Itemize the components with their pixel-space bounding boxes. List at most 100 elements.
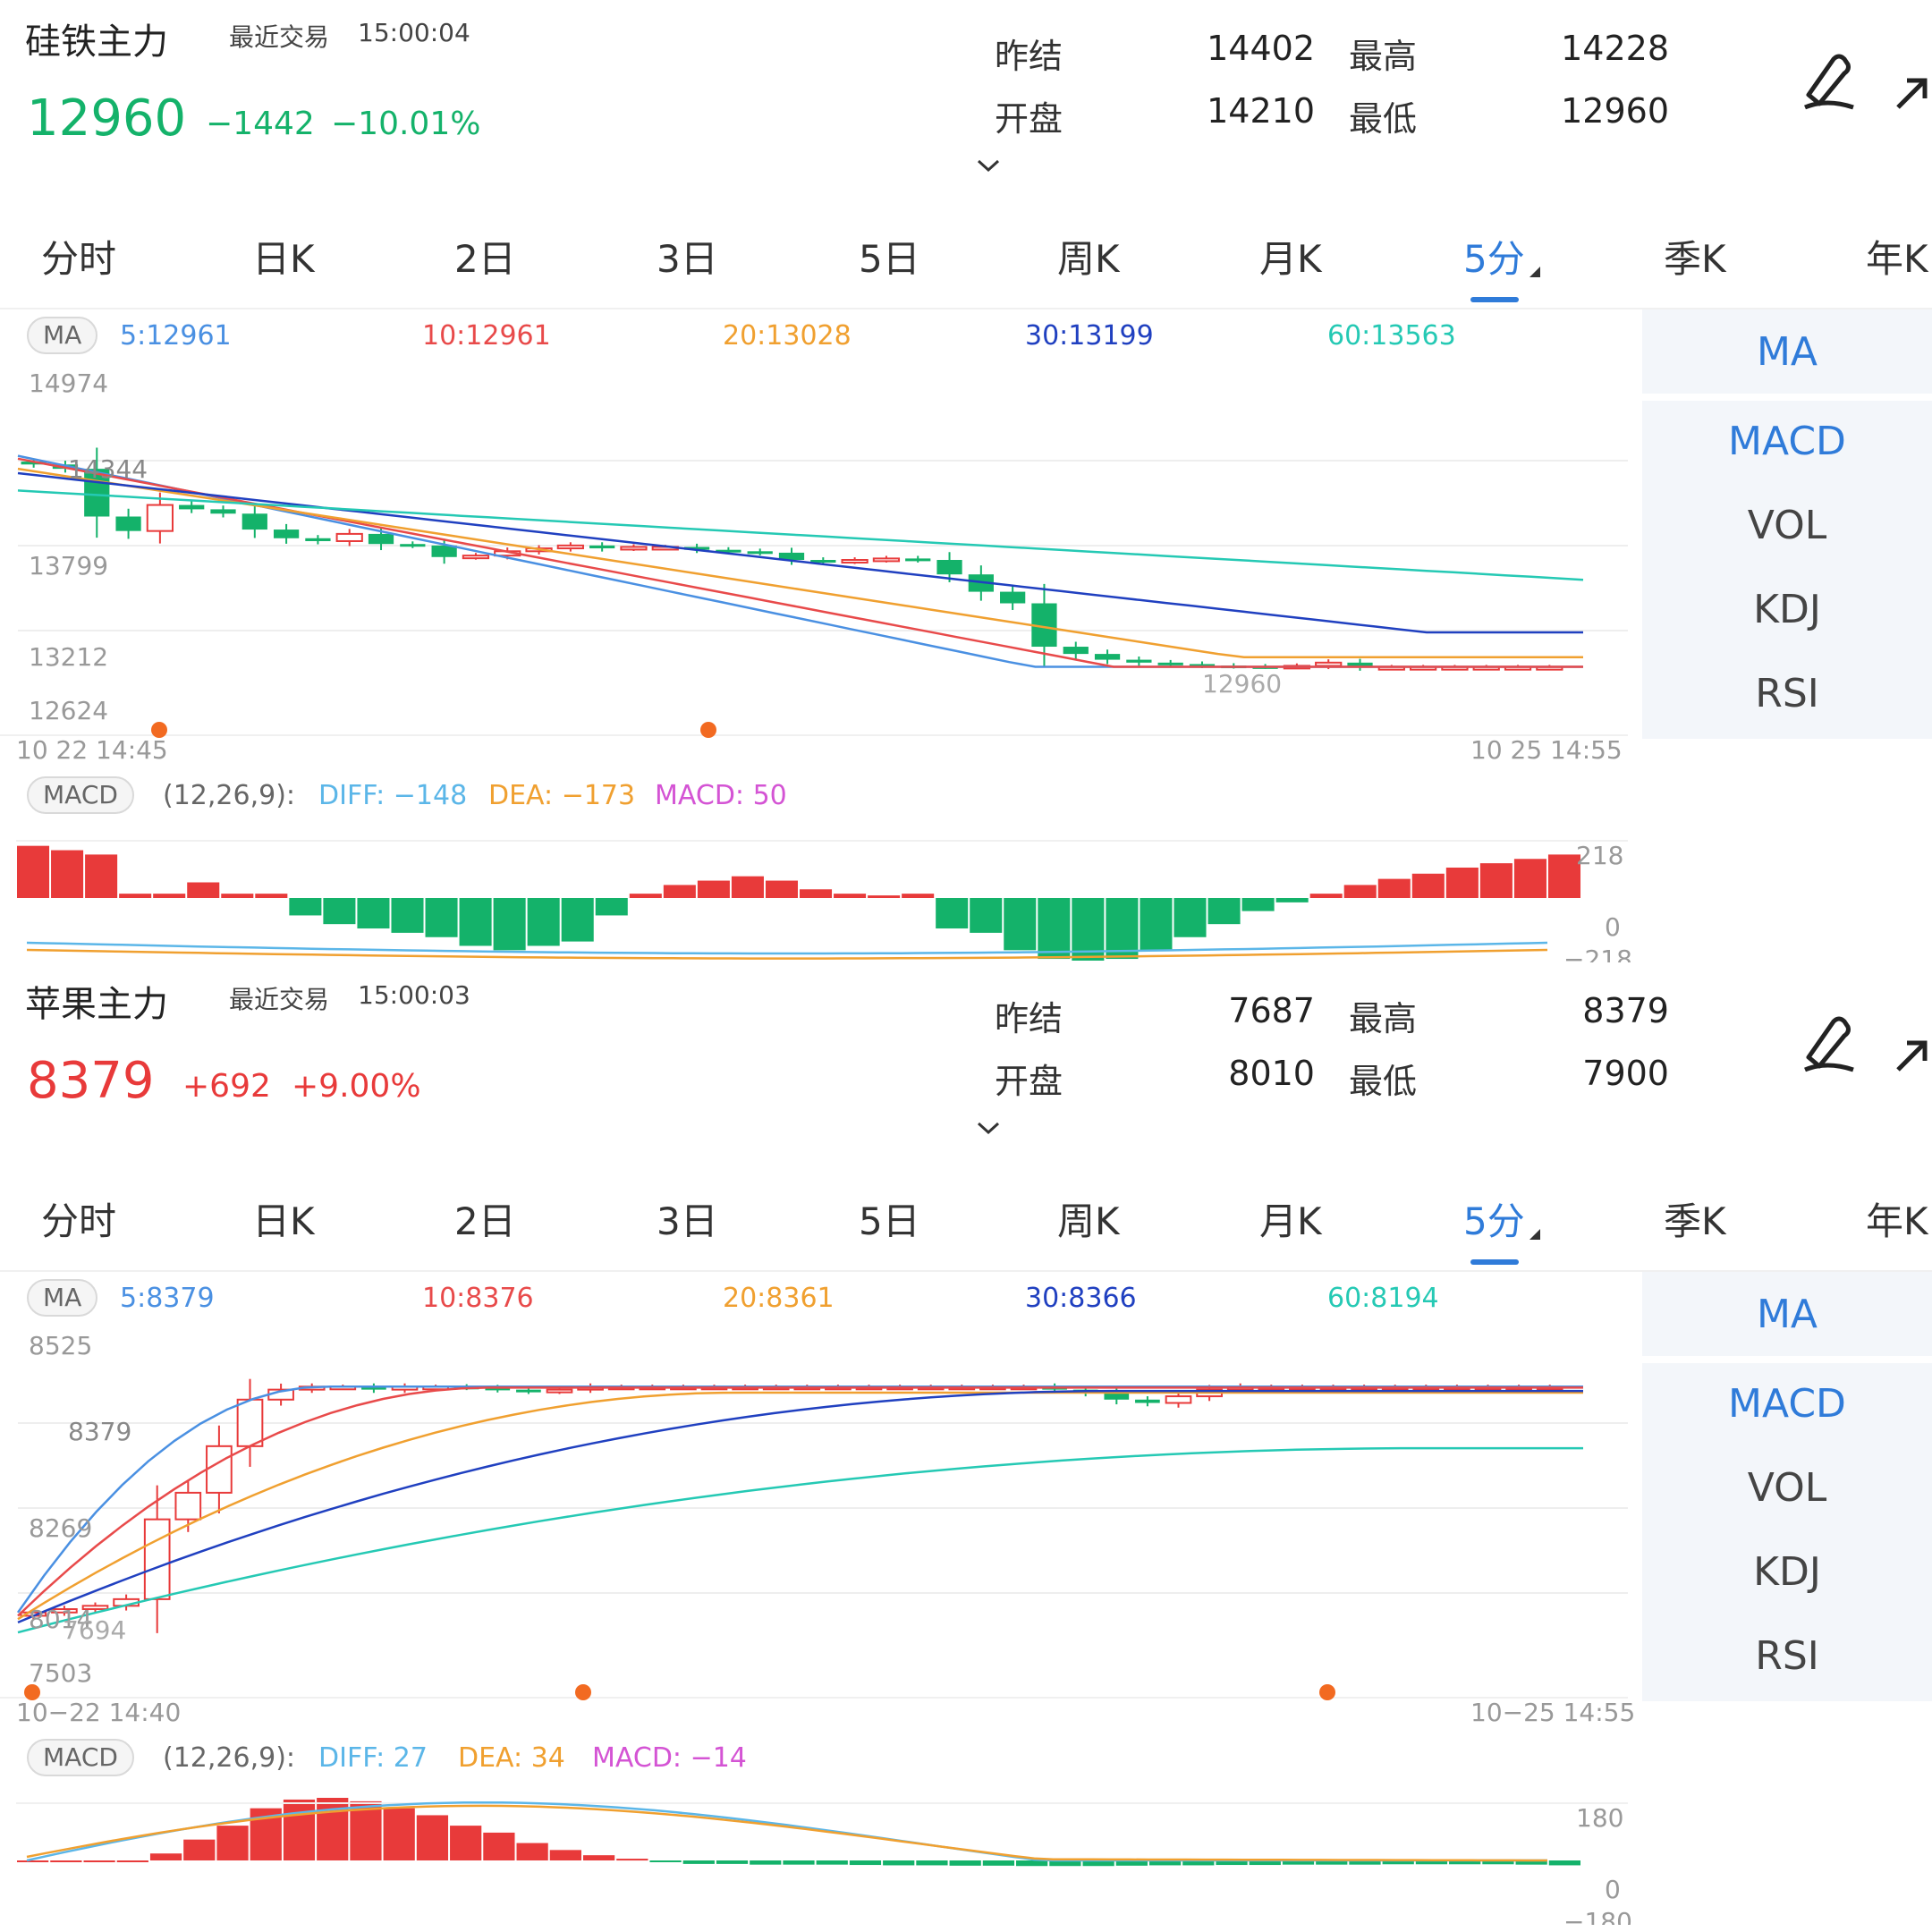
period-tab-9[interactable]: 年K (1866, 237, 1928, 281)
side-menu-rsi[interactable]: RSI (1755, 671, 1819, 716)
ma-badge[interactable]: MA (27, 1279, 98, 1317)
macd-bar-negative (1415, 1860, 1448, 1865)
macd-axis-bottom: −180 (1563, 1907, 1632, 1925)
last-price: 8379 (27, 1052, 155, 1110)
ma-line-ma20 (17, 467, 1583, 658)
high-value: 8379 (1582, 991, 1669, 1030)
side-menu-kdj[interactable]: KDJ (1753, 1549, 1821, 1595)
period-tab-6[interactable]: 月K (1259, 1199, 1322, 1243)
period-tab-7[interactable]: 5分 (1463, 237, 1525, 281)
side-menu-vol[interactable]: VOL (1747, 503, 1827, 548)
macd-bar-positive (383, 1808, 415, 1860)
x-axis-start: 10 22 14:45 (16, 735, 168, 765)
period-tab-8[interactable]: 季K (1664, 237, 1726, 281)
fullscreen-expand-icon[interactable] (1894, 1038, 1930, 1073)
period-tab-2[interactable]: 2日 (454, 237, 516, 281)
side-menu-vol[interactable]: VOL (1747, 1465, 1827, 1511)
macd-bar-negative (357, 898, 390, 929)
period-tab-4[interactable]: 5日 (859, 1199, 920, 1243)
candle-body-up (546, 1388, 573, 1394)
low-value: 12960 (1561, 91, 1669, 131)
macd-bar-negative (1449, 1860, 1481, 1865)
macd-bar-positive (1411, 873, 1445, 898)
macd-bar-negative (527, 898, 560, 946)
period-tab-1[interactable]: 日K (252, 237, 315, 281)
draw-pen-icon[interactable] (1800, 52, 1857, 111)
futures-panel-silicon-iron: 硅铁主力 最近交易 15:00:04 12960 −1442 −10.01% 昨… (0, 0, 1932, 962)
macd-bar-negative (595, 898, 628, 916)
y-axis-label-bottom: 7503 (29, 1658, 93, 1688)
macd-bar-negative (391, 898, 424, 933)
period-tab-0[interactable]: 分时 (41, 1199, 117, 1243)
period-tab-2[interactable]: 2日 (454, 1199, 516, 1243)
expand-chevron-icon[interactable] (975, 1120, 1002, 1136)
candle-body-up (81, 1605, 109, 1611)
candle-body-down (115, 516, 141, 531)
futures-panel-apple: 苹果主力 最近交易 15:00:03 8379 +692 +9.00% 昨结 7… (0, 962, 1932, 1925)
macd-bar-negative (1140, 898, 1173, 951)
time-marker-dot (575, 1684, 591, 1700)
active-tab-indicator (1470, 1259, 1519, 1265)
ma-line-ma10 (17, 1386, 1583, 1617)
macd-bar-positive (1513, 859, 1546, 898)
candle-body-down (905, 558, 931, 562)
y-axis-label-top: 14974 (29, 369, 109, 398)
macd-bar-negative (1282, 1860, 1315, 1865)
macd-bar-positive (149, 1853, 182, 1860)
period-tab-0[interactable]: 分时 (41, 237, 117, 281)
macd-bar-positive (1343, 885, 1377, 898)
period-tab-bar: 分时 日K 2日 3日 5日 周K 月K 5分 季K 年K (0, 1174, 1932, 1272)
period-tab-6[interactable]: 月K (1259, 237, 1322, 281)
candle-body-down (400, 544, 426, 547)
side-menu-ma[interactable]: MA (1756, 1292, 1818, 1337)
tab-dropdown-corner-icon (1530, 1229, 1540, 1240)
open-label: 开盘 (995, 99, 1063, 139)
ma-line-ma20 (17, 1391, 1583, 1621)
period-tab-3[interactable]: 3日 (657, 237, 718, 281)
y-axis-label-2: 13799 (29, 551, 109, 580)
macd-bar-positive (416, 1815, 449, 1860)
macd-axis-top: 180 (1576, 1803, 1624, 1833)
macd-badge[interactable]: MACD (27, 1739, 134, 1776)
macd-badge[interactable]: MACD (27, 776, 134, 814)
macd-bar-negative (1275, 898, 1309, 902)
period-tab-7[interactable]: 5分 (1463, 1199, 1525, 1243)
macd-bar-positive (317, 1798, 349, 1860)
ma20-value: 20:13028 (723, 320, 852, 352)
side-menu-macd[interactable]: MACD (1728, 419, 1846, 464)
period-tab-9[interactable]: 年K (1866, 1199, 1928, 1243)
side-menu-rsi[interactable]: RSI (1755, 1633, 1819, 1679)
macd-bar-negative (1004, 898, 1037, 951)
period-tab-4[interactable]: 5日 (859, 237, 920, 281)
kline-chart[interactable] (0, 962, 1642, 1925)
ma-badge[interactable]: MA (27, 317, 98, 354)
side-menu-ma[interactable]: MA (1756, 329, 1818, 375)
draw-pen-icon[interactable] (1800, 1014, 1857, 1073)
candle-body-down (1104, 1393, 1130, 1400)
high-label: 最高 (1349, 37, 1418, 76)
period-tab-3[interactable]: 3日 (657, 1199, 718, 1243)
fullscreen-expand-icon[interactable] (1894, 75, 1930, 111)
time-marker-dot (1319, 1684, 1335, 1700)
time-marker-dot (24, 1684, 40, 1700)
side-menu-kdj[interactable]: KDJ (1753, 587, 1821, 632)
macd-dea-line (26, 1804, 1547, 1862)
kline-chart[interactable] (0, 0, 1642, 962)
macd-bar-negative (1038, 898, 1071, 960)
prev-settle-value: 14402 (1207, 29, 1315, 68)
candle-body-up (556, 544, 584, 550)
tab-dropdown-corner-icon (1530, 267, 1540, 277)
macd-axis-zero: 0 (1605, 1875, 1621, 1904)
macd-bar-positive (85, 854, 118, 898)
period-tab-8[interactable]: 季K (1664, 1199, 1726, 1243)
last-trade-label: 最近交易 (229, 985, 330, 1014)
price-change: +692 (182, 1068, 271, 1105)
macd-dea-line (26, 948, 1548, 960)
period-tab-1[interactable]: 日K (252, 1199, 315, 1243)
macd-bar-positive (765, 880, 798, 898)
period-tab-5[interactable]: 周K (1057, 237, 1120, 281)
low-label: 最低 (1349, 99, 1418, 139)
expand-chevron-icon[interactable] (975, 157, 1002, 174)
side-menu-macd[interactable]: MACD (1728, 1381, 1846, 1427)
period-tab-5[interactable]: 周K (1057, 1199, 1120, 1243)
